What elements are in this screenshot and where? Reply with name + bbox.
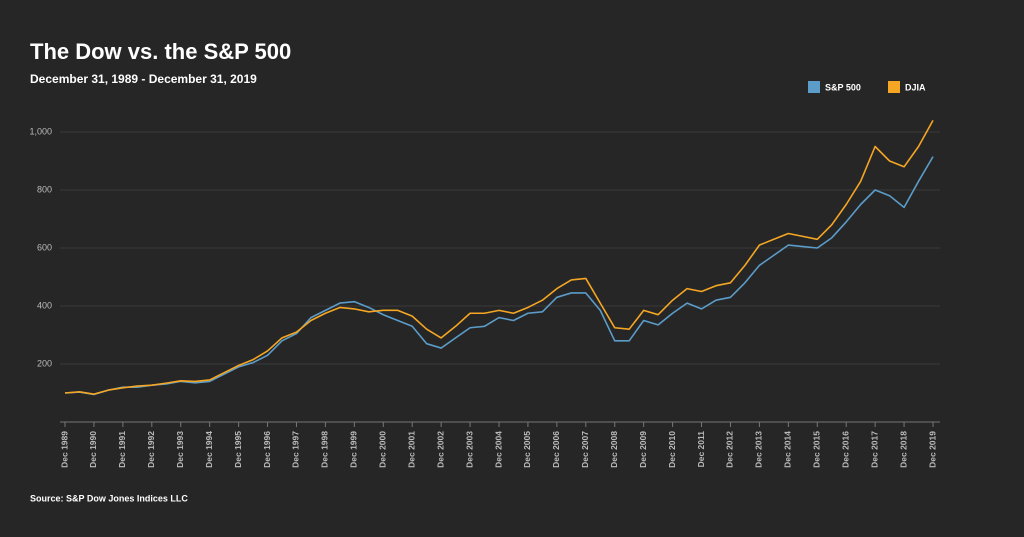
- series-line: [64, 156, 934, 396]
- x-tick-label: Dec 2010: [667, 431, 677, 468]
- legend-label: DJIA: [905, 82, 926, 92]
- x-tick-label: Dec 2007: [580, 431, 590, 468]
- x-tick-label: Dec 1994: [204, 431, 214, 468]
- x-tick-label: Dec 2017: [869, 431, 879, 468]
- x-tick-label: Dec 2014: [783, 431, 793, 468]
- x-tick-label: Dec 2013: [754, 431, 764, 468]
- x-tick-label: Dec 2005: [522, 431, 532, 468]
- x-tick-label: Dec 2008: [609, 431, 619, 468]
- x-tick-label: Dec 2018: [898, 431, 908, 468]
- x-tick-label: Dec 1998: [320, 431, 330, 468]
- x-tick-label: Dec 2000: [378, 431, 388, 468]
- y-tick-label: 600: [37, 242, 52, 252]
- x-tick-label: Dec 2004: [493, 431, 503, 468]
- x-tick-label: Dec 2006: [551, 431, 561, 468]
- x-tick-label: Dec 1989: [59, 431, 69, 468]
- x-tick-label: Dec 1993: [175, 431, 185, 468]
- y-tick-label: 200: [37, 358, 52, 368]
- x-tick-label: Dec 1992: [146, 431, 156, 468]
- x-tick-label: Dec 1999: [349, 431, 359, 468]
- x-tick-label: Dec 2015: [812, 431, 822, 468]
- chart-title: The Dow vs. the S&P 500: [30, 39, 291, 64]
- series-line: [64, 120, 934, 395]
- x-tick-label: Dec 2002: [435, 431, 445, 468]
- x-tick-label: Dec 1990: [88, 431, 98, 468]
- y-tick-label: 800: [37, 184, 52, 194]
- chart-subtitle: December 31, 1989 - December 31, 2019: [30, 72, 257, 86]
- source-note: Source: S&P Dow Jones Indices LLC: [30, 493, 188, 503]
- x-tick-label: Dec 2009: [638, 431, 648, 468]
- y-tick-label: 400: [37, 300, 52, 310]
- x-tick-label: Dec 1995: [233, 431, 243, 468]
- x-tick-label: Dec 1991: [117, 431, 127, 468]
- x-tick-label: Dec 2012: [725, 431, 735, 468]
- x-tick-label: Dec 2019: [927, 431, 937, 468]
- x-tick-label: Dec 2003: [464, 431, 474, 468]
- legend-swatch: [888, 81, 900, 93]
- legend-label: S&P 500: [825, 82, 861, 92]
- y-tick-label: 1,000: [29, 126, 52, 136]
- x-tick-label: Dec 1996: [262, 431, 272, 468]
- x-tick-label: Dec 2011: [696, 431, 706, 468]
- x-tick-label: Dec 2001: [406, 431, 416, 468]
- x-tick-label: Dec 2016: [840, 431, 850, 468]
- x-tick-label: Dec 1997: [291, 431, 301, 468]
- legend-swatch: [808, 81, 820, 93]
